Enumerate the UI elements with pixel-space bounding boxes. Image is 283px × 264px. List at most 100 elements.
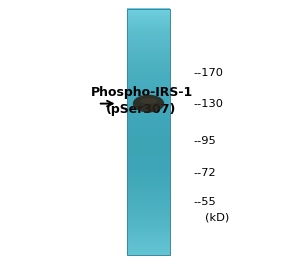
Bar xyxy=(127,30,170,33)
Bar xyxy=(127,208,170,211)
Bar xyxy=(127,60,170,63)
Bar xyxy=(127,95,170,97)
Bar xyxy=(127,213,170,216)
Bar xyxy=(127,45,170,48)
Bar xyxy=(127,28,170,31)
Bar xyxy=(127,166,170,169)
Bar xyxy=(127,198,170,201)
Bar xyxy=(127,129,170,132)
Bar xyxy=(127,250,170,253)
Bar xyxy=(127,112,170,115)
Bar xyxy=(127,215,170,218)
Ellipse shape xyxy=(133,95,164,112)
Bar xyxy=(127,57,170,60)
Bar xyxy=(127,188,170,191)
Bar xyxy=(127,114,170,117)
Bar xyxy=(127,191,170,194)
Bar xyxy=(127,134,170,137)
Bar xyxy=(127,139,170,142)
Bar xyxy=(127,84,170,88)
Bar xyxy=(127,80,170,83)
Bar xyxy=(127,252,170,256)
Bar xyxy=(127,141,170,144)
Bar xyxy=(127,40,170,43)
Bar xyxy=(127,107,170,110)
Bar xyxy=(127,99,170,102)
Bar xyxy=(127,164,170,167)
Bar xyxy=(127,210,170,214)
Bar xyxy=(127,223,170,226)
Bar xyxy=(127,48,170,50)
Bar xyxy=(127,124,170,127)
Bar xyxy=(127,55,170,58)
Ellipse shape xyxy=(140,98,157,104)
Bar xyxy=(127,228,170,231)
Bar xyxy=(127,193,170,196)
Bar xyxy=(127,181,170,184)
Bar xyxy=(127,13,170,16)
Bar xyxy=(127,183,170,186)
Bar xyxy=(127,8,170,11)
Bar xyxy=(127,62,170,65)
Bar xyxy=(127,126,170,130)
Bar xyxy=(127,11,170,13)
Bar xyxy=(127,72,170,75)
Bar xyxy=(127,70,170,73)
Bar xyxy=(127,122,170,125)
Bar xyxy=(127,149,170,152)
Bar xyxy=(127,233,170,236)
Bar xyxy=(127,23,170,26)
Bar xyxy=(127,67,170,70)
Bar xyxy=(127,97,170,100)
Bar xyxy=(127,203,170,206)
Bar xyxy=(127,117,170,120)
Text: Phospho-IRS-1: Phospho-IRS-1 xyxy=(90,86,193,99)
Bar xyxy=(127,92,170,95)
Bar xyxy=(127,38,170,41)
Bar xyxy=(127,33,170,36)
Bar xyxy=(127,238,170,241)
Text: --72: --72 xyxy=(194,168,216,178)
Text: --55: --55 xyxy=(194,197,216,207)
Bar xyxy=(127,87,170,90)
Bar xyxy=(127,225,170,228)
Bar xyxy=(127,218,170,221)
Bar xyxy=(127,178,170,181)
Bar xyxy=(127,25,170,28)
Bar xyxy=(127,136,170,139)
Bar xyxy=(127,109,170,112)
Bar xyxy=(127,206,170,209)
Bar xyxy=(127,50,170,53)
Bar xyxy=(127,151,170,154)
Text: (pSer307): (pSer307) xyxy=(106,103,177,116)
Bar xyxy=(127,220,170,223)
Text: --95: --95 xyxy=(194,136,216,146)
Bar xyxy=(127,230,170,233)
Bar xyxy=(127,43,170,46)
Bar xyxy=(127,154,170,157)
Bar xyxy=(127,53,170,55)
Bar xyxy=(127,156,170,159)
Bar xyxy=(127,102,170,105)
Bar xyxy=(127,161,170,164)
Bar xyxy=(127,245,170,248)
Bar xyxy=(127,240,170,243)
Bar xyxy=(127,16,170,18)
Bar xyxy=(127,171,170,174)
Bar xyxy=(127,235,170,238)
Bar xyxy=(127,18,170,21)
Bar xyxy=(127,65,170,68)
Text: --130: --130 xyxy=(194,99,224,109)
Bar xyxy=(127,196,170,199)
Bar xyxy=(127,35,170,38)
Text: (kD): (kD) xyxy=(205,212,229,222)
Bar xyxy=(127,119,170,122)
Bar xyxy=(127,77,170,80)
Bar xyxy=(127,173,170,176)
Bar xyxy=(127,20,170,23)
Bar xyxy=(127,75,170,78)
Bar xyxy=(127,159,170,162)
Bar xyxy=(127,89,170,92)
Bar xyxy=(127,186,170,189)
Bar xyxy=(127,144,170,147)
